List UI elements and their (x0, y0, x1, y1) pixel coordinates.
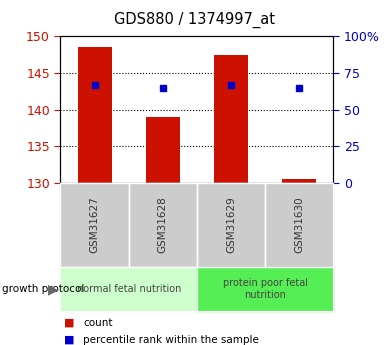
Text: protein poor fetal
nutrition: protein poor fetal nutrition (223, 278, 308, 300)
Text: GSM31630: GSM31630 (294, 197, 304, 254)
Bar (146, 117, 180, 183)
Text: ■: ■ (64, 318, 75, 327)
Text: percentile rank within the sample: percentile rank within the sample (83, 335, 259, 345)
Bar (214, 55, 248, 183)
Text: ▶: ▶ (48, 282, 58, 296)
Text: growth protocol: growth protocol (2, 284, 84, 294)
Text: normal fetal nutrition: normal fetal nutrition (76, 284, 181, 294)
Bar (282, 179, 316, 183)
Text: GSM31628: GSM31628 (158, 197, 168, 254)
Text: count: count (83, 318, 113, 327)
Text: GDS880 / 1374997_at: GDS880 / 1374997_at (115, 12, 275, 28)
Text: GSM31627: GSM31627 (90, 197, 99, 254)
Bar (78, 47, 112, 183)
Text: ■: ■ (64, 335, 75, 345)
Text: GSM31629: GSM31629 (226, 197, 236, 254)
